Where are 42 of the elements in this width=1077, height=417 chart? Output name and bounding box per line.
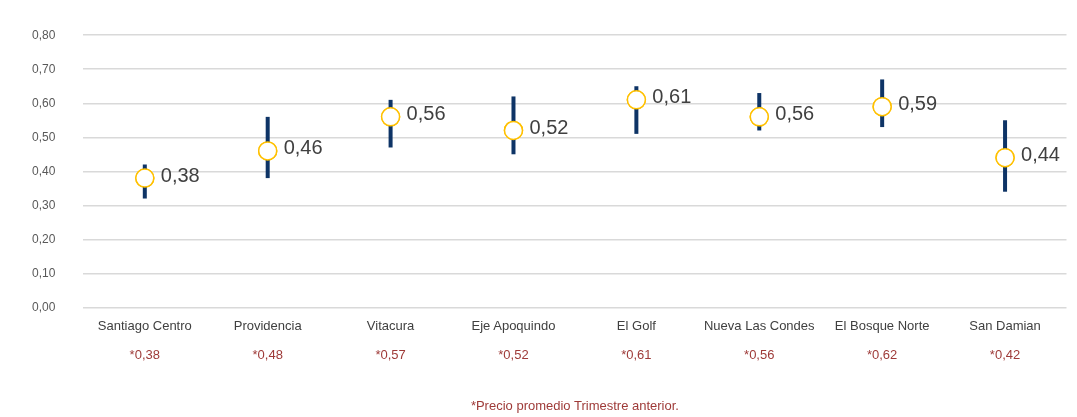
data-label: 0,61 [652,85,692,108]
text: *0,62 [866,346,898,362]
point [872,96,892,117]
data-label: 0,44 [1021,143,1060,166]
data-label: 0,52 [529,115,569,138]
text: *0,56 [744,346,775,362]
x-tick-label: Providencia [233,317,303,333]
y-tick-label: 0,60 [32,95,56,110]
x-tick-label: Santiago Centro [97,317,192,333]
x-tick-label: Eje Apoquindo [471,317,556,333]
text: *0,57 [375,346,406,362]
text: *0,61 [621,346,652,362]
point [135,168,155,188]
y-tick-label: 0,40 [32,163,56,178]
point [380,107,401,127]
text: *0,42 [989,346,1021,362]
y-tick-label: 0,80 [32,27,56,42]
data-label: 0,56 [775,102,815,125]
text: *0,48 [252,346,283,362]
x-tick-label: Vitacura [366,317,416,333]
x-tick-label: San Damian [969,317,1041,333]
y-tick-label: 0,50 [32,129,56,144]
text: *Precio promedio Trimestre anterior. [470,397,679,413]
y-tick-label: 0,10 [32,265,56,280]
y-tick-label: 0,30 [32,197,56,212]
text: *0,52 [498,346,529,362]
y-tick-label: 0,00 [32,299,56,314]
point [257,141,278,161]
point [995,147,1015,168]
x-tick-label: Nueva Las Condes [703,317,816,333]
point [626,90,647,110]
data-label: 0,56 [406,102,446,125]
data-label: 0,59 [898,92,938,115]
data-label: 0,46 [283,136,323,159]
point [749,107,770,127]
text: *0,38 [129,346,160,362]
y-tick-label: 0,70 [32,61,56,76]
x-tick-label: El Bosque Norte [834,317,930,333]
x-tick-label: El Golf [616,317,657,333]
y-tick-label: 0,20 [32,231,56,246]
data-label: 0,38 [160,163,200,186]
point [503,120,524,141]
